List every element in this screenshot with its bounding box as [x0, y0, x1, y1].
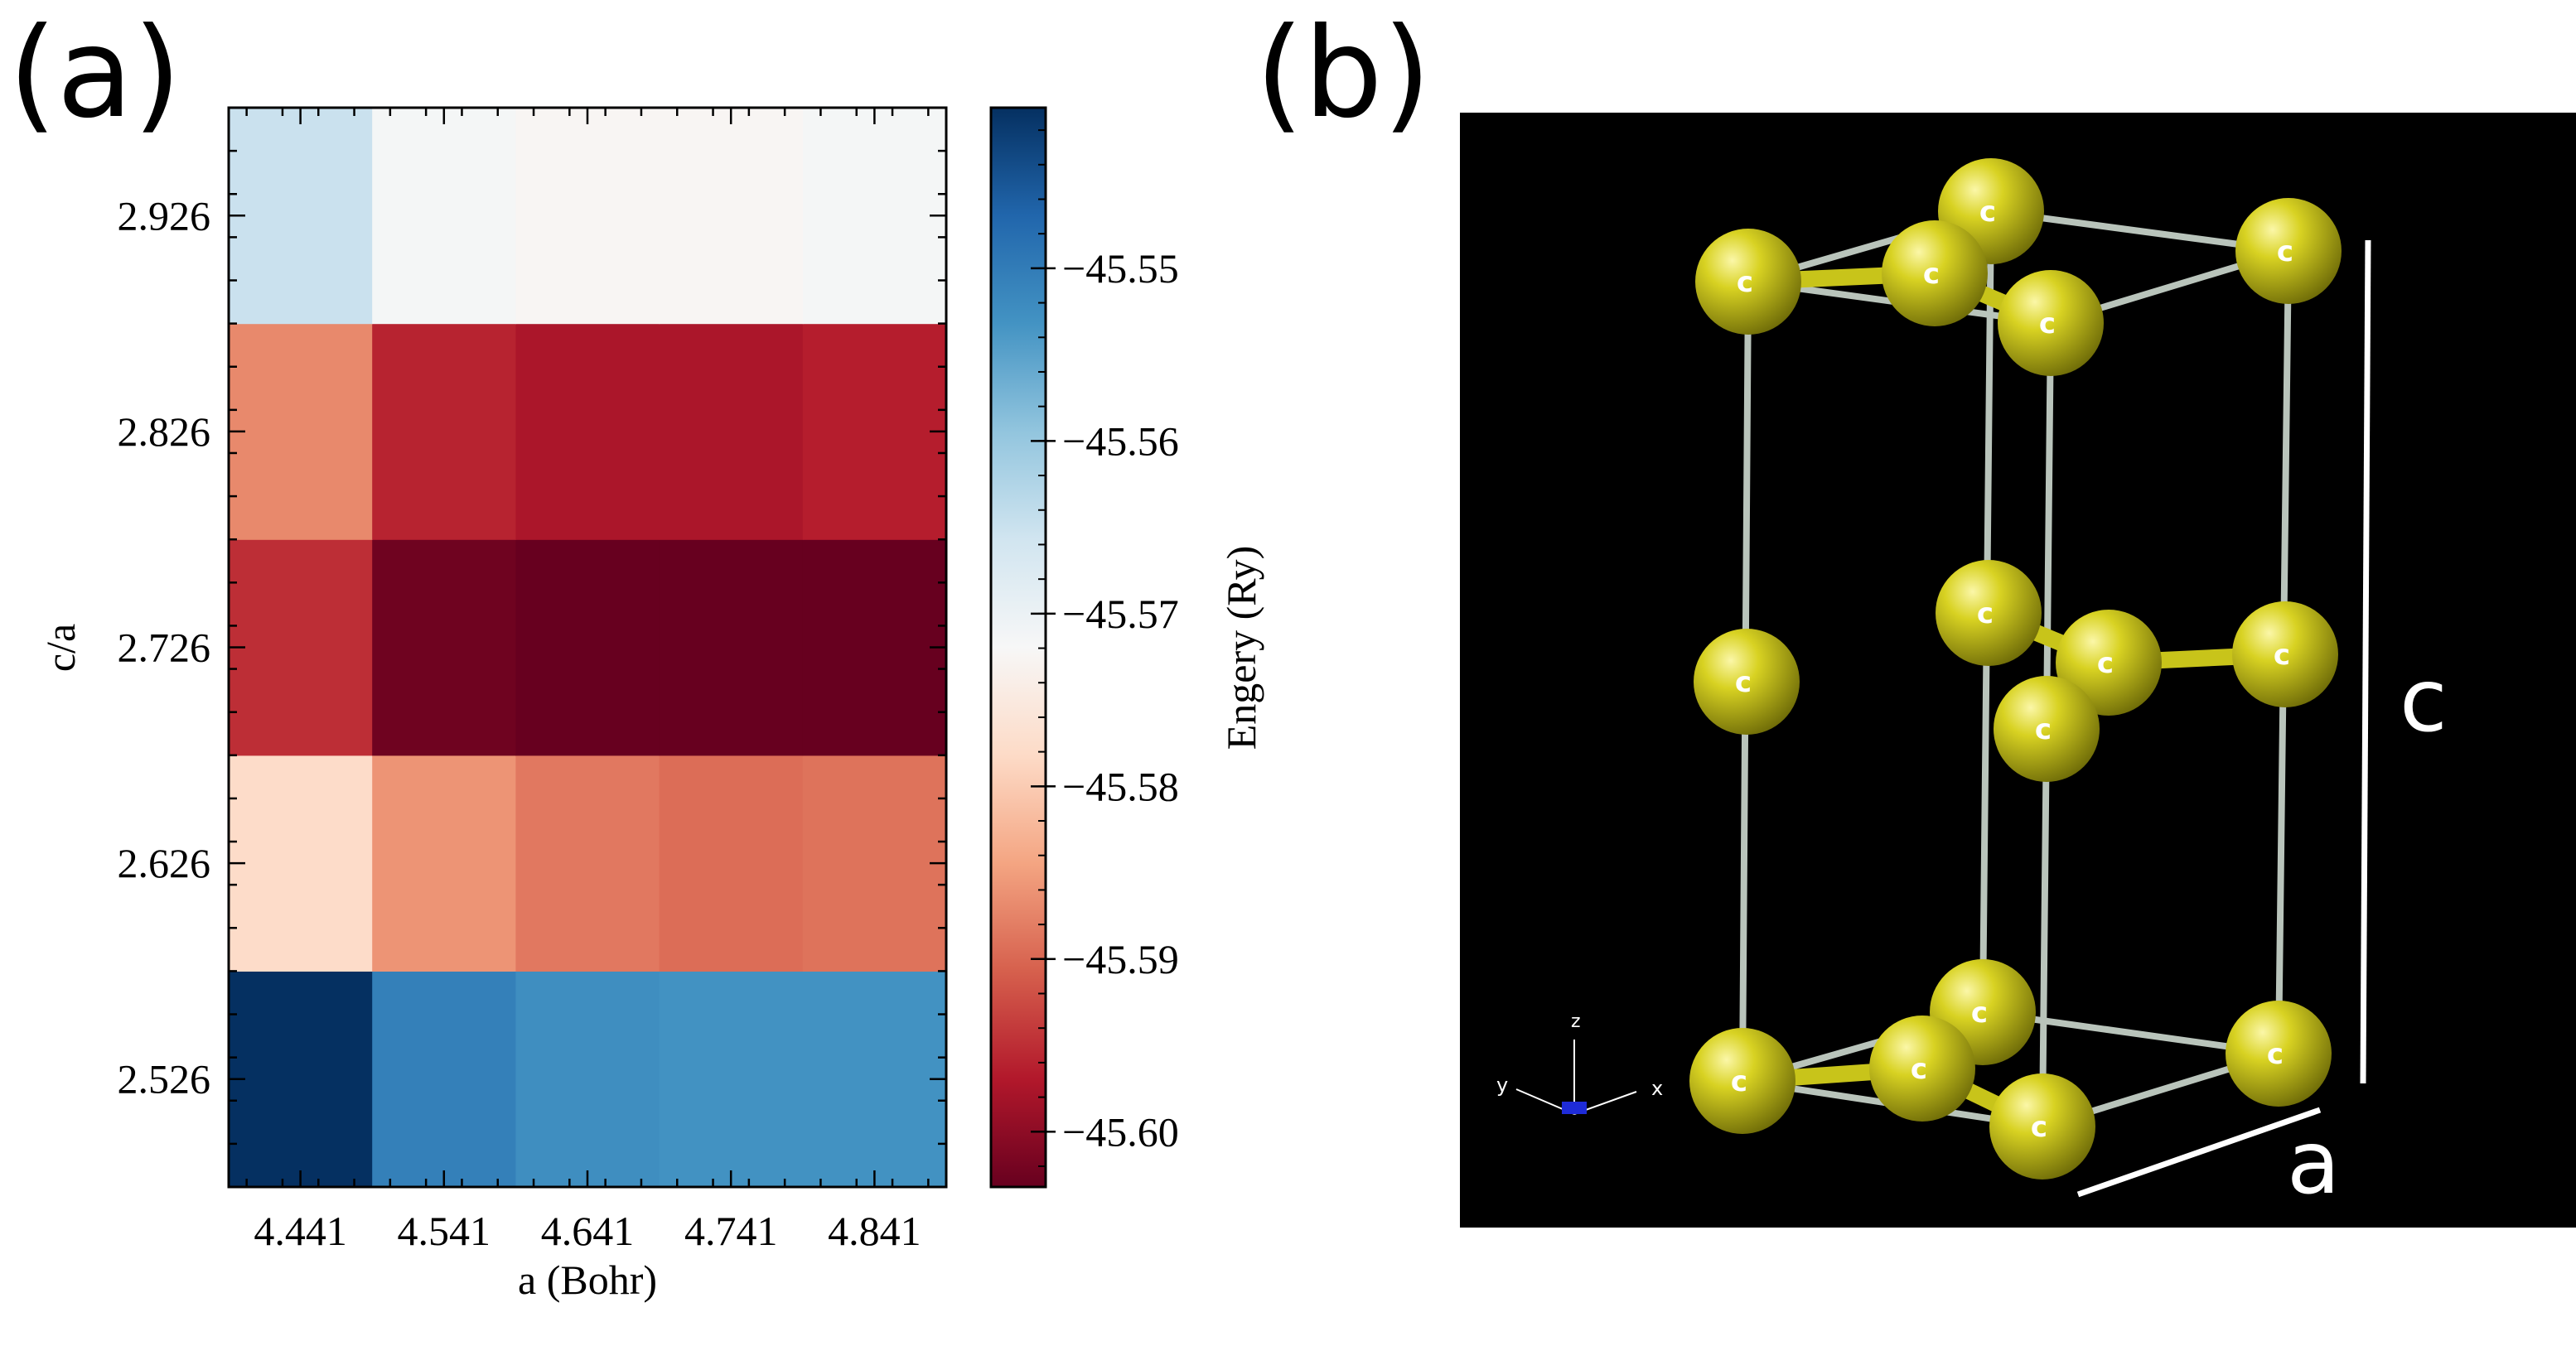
atom-label: c — [2267, 1038, 2284, 1071]
heatmap-cell — [515, 971, 660, 1188]
heatmap-cell — [515, 539, 660, 756]
colorbar-label: Engery (Ry) — [1218, 546, 1264, 750]
colorbar: −45.55 −45.56 −45.57 −45.58 −45.59 −45.60 Eng… — [989, 106, 1264, 1189]
y-tick-label: 2.926 — [118, 192, 211, 239]
axis-z-label: z — [1571, 1011, 1581, 1032]
heatmap-chart: 4.441 4.541 4.641 4.741 4.841 2.526 2.626 2.72… — [37, 106, 948, 1303]
heatmap-cell — [515, 755, 660, 972]
atom-label: c — [2039, 307, 2056, 340]
carbon-atom — [1694, 629, 1800, 735]
heatmap-cell — [659, 971, 804, 1188]
heatmap-cell — [229, 323, 373, 540]
atoms: c c c c c c c c c c c c c c c — [1689, 158, 2342, 1180]
atom-label: c — [2277, 235, 2293, 268]
carbon-atom — [1882, 220, 1988, 326]
heatmap-cell — [515, 323, 660, 540]
carbon-atom — [1998, 270, 2104, 376]
x-tick-label: 4.841 — [828, 1208, 921, 1254]
atom-label: c — [1979, 195, 1996, 229]
carbon-atom — [1994, 676, 2100, 782]
coordinate-axes-icon: z x y — [1496, 1011, 1663, 1115]
x-tick-label: 4.641 — [541, 1208, 635, 1254]
dimension-line-c — [2360, 239, 2371, 1084]
atom-label: c — [2031, 1111, 2047, 1144]
panel-a-label: (a) — [8, 2, 181, 146]
y-tick-label: 2.626 — [118, 840, 211, 886]
x-tick-label: 4.541 — [398, 1208, 491, 1254]
carbon-atom — [1689, 1028, 1795, 1134]
heatmap-cell — [229, 539, 373, 756]
heatmap-cell — [229, 755, 373, 972]
axis-y-label: y — [1496, 1073, 1508, 1097]
x-tick-label: 4.741 — [684, 1208, 778, 1254]
colorbar-tick-label: −45.59 — [1062, 936, 1179, 982]
x-tick-labels: 4.441 4.541 4.641 4.741 4.841 — [254, 1208, 921, 1254]
heatmap-cell — [802, 971, 947, 1188]
heatmap-cell — [802, 323, 947, 540]
x-axis-label: a (Bohr) — [518, 1257, 657, 1303]
heatmap-cell — [659, 539, 804, 756]
heatmap-cell — [515, 108, 660, 325]
carbon-atom — [2232, 601, 2338, 707]
y-tick-label: 2.726 — [118, 625, 211, 671]
atom-label: c — [1911, 1053, 1927, 1086]
axis-ticks — [229, 106, 946, 1189]
atom-label: c — [2035, 713, 2052, 746]
heatmap-cell — [372, 755, 516, 972]
carbon-atom — [2235, 198, 2342, 304]
atom-label: c — [1731, 1065, 1747, 1098]
carbon-atom — [2226, 1001, 2332, 1107]
heatmap-cell — [372, 971, 516, 1188]
heatmap-cell — [372, 323, 516, 540]
carbon-atom — [2056, 610, 2162, 716]
atom-label: c — [1737, 266, 1753, 299]
carbon-atom — [1695, 229, 1801, 335]
heatmap-cell — [659, 755, 804, 972]
heatmap-cell — [802, 755, 947, 972]
y-tick-label: 2.526 — [118, 1056, 211, 1102]
heatmap-cell — [372, 539, 516, 756]
heatmap-cell — [372, 108, 516, 325]
atom-label: c — [1735, 666, 1752, 699]
panel-b-label: (b) — [1255, 2, 1431, 146]
y-axis-label: c/a — [37, 624, 84, 672]
x-tick-label: 4.441 — [254, 1208, 347, 1254]
y-tick-labels: 2.526 2.626 2.726 2.826 2.926 — [118, 192, 211, 1102]
colorbar-tick-label: −45.56 — [1062, 417, 1179, 464]
colorbar-gradient — [989, 106, 1047, 1189]
atom-label: c — [2274, 639, 2290, 672]
colorbar-ticks: −45.55 −45.56 −45.57 −45.58 −45.59 −45.60 — [1031, 129, 1179, 1167]
heatmap-cells — [229, 108, 947, 1188]
atom-label: c — [1923, 258, 1940, 291]
dimension-line-a — [2076, 1107, 2322, 1198]
atom-label: c — [1977, 597, 1994, 630]
heatmap-cell — [659, 323, 804, 540]
carbon-atom — [1869, 1016, 1975, 1122]
colorbar-tick-label: −45.58 — [1062, 763, 1179, 809]
colorbar-tick-label: −45.55 — [1062, 245, 1179, 292]
heatmap-cell — [229, 108, 373, 325]
crystal-structure-panel: c c c c c c c c c c c c c c c z x y c a — [1460, 113, 2576, 1228]
dimension-c-label: c — [2400, 650, 2448, 751]
atom-label: c — [2097, 647, 2114, 680]
axis-x-label: x — [1651, 1077, 1663, 1100]
heatmap-cell — [659, 108, 804, 325]
heatmap-cell — [802, 539, 947, 756]
heatmap-cell — [802, 108, 947, 325]
carbon-atom — [1989, 1073, 2095, 1180]
colorbar-tick-label: −45.57 — [1062, 591, 1179, 637]
y-tick-label: 2.826 — [118, 408, 211, 455]
carbon-atom — [1936, 560, 2042, 666]
heatmap-cell — [229, 971, 373, 1188]
colorbar-tick-label: −45.60 — [1062, 1108, 1179, 1155]
dimension-a-label: a — [2287, 1112, 2340, 1213]
atom-label: c — [1971, 996, 1988, 1030]
